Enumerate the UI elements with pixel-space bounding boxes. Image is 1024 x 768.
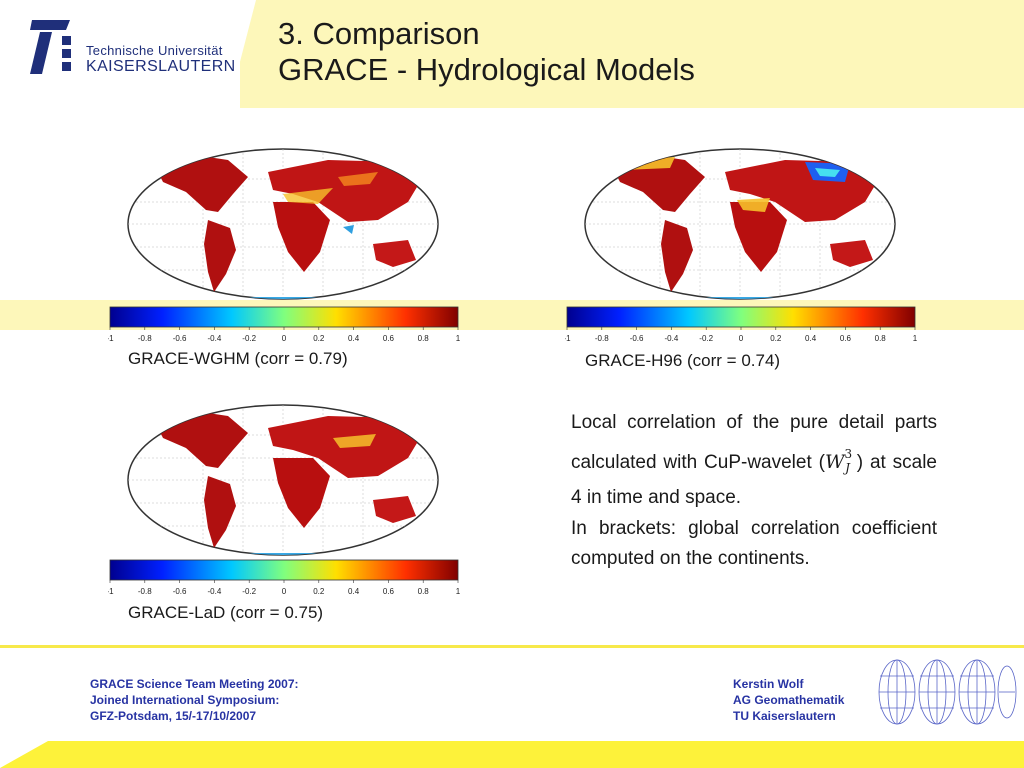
description-paragraph-2: In brackets: global correlation coeffici… (571, 517, 937, 570)
university-logo: Technische Universität KAISERSLAUTERN (0, 0, 240, 108)
colorbar-tick-label: -0.8 (138, 587, 152, 596)
colorbar-tick-label: 0.6 (383, 334, 395, 343)
colorbar-tick-label: 0.2 (770, 334, 782, 343)
colorbar-tick-label: -0.4 (208, 587, 222, 596)
colorbar-tick-label: 1 (456, 587, 461, 596)
header-band (228, 0, 1024, 108)
colorbar-tick-label: 0 (282, 334, 287, 343)
globe-grid-logo (878, 659, 1017, 725)
colorbar-wghm: -1 -0.8 -0.6 -0.4 -0.2 0 0.2 0.4 0.6 0.8 1 (108, 306, 461, 343)
colorbar-tick-label: 0.8 (875, 334, 887, 343)
colorbar-tick-labels: -1 -0.8 -0.6 -0.4 -0.2 0 0.2 0.4 0.6 0.8 1 (108, 580, 461, 596)
correlation-map-h96 (584, 148, 896, 300)
caption-wghm: GRACE-WGHM (corr = 0.79) (128, 349, 348, 368)
slide-title-line2: GRACE - Hydrological Models (278, 52, 695, 87)
wavelet-symbol: W3J (824, 446, 853, 475)
colorbar-h96: -1 -0.8 -0.6 -0.4 -0.2 0 0.2 0.4 0.6 0.8 1 (565, 306, 918, 343)
footer-divider (0, 645, 1024, 648)
colorbar-tick-label: 0.4 (805, 334, 817, 343)
slide-title: 3. Comparison GRACE - Hydrological Model… (278, 16, 695, 88)
slide-title-line1: 3. Comparison (278, 16, 480, 51)
map-panel-lad: -1 -0.8 -0.6 -0.4 -0.2 0 0.2 0.4 0.6 0.8 1 (108, 388, 461, 598)
logo-name-line2: KAISERSLAUTERN (86, 58, 236, 75)
colorbar-tick-label: -0.4 (208, 334, 222, 343)
colorbar-tick-label: 0.4 (348, 334, 360, 343)
footer-event-info: GRACE Science Team Meeting 2007: Joined … (90, 677, 299, 723)
colorbar-tick-label: 0.2 (313, 587, 325, 596)
colorbar-tick-label: -0.4 (665, 334, 679, 343)
colorbar-tick-labels: -1 -0.8 -0.6 -0.4 -0.2 0 0.2 0.4 0.6 0.8 1 (108, 327, 461, 343)
colorbar-tick-label: 0.4 (348, 587, 360, 596)
colorbar-tick-label: 0.2 (313, 334, 325, 343)
colorbar-tick-label: -1 (108, 334, 114, 343)
colorbar-tick-label: -0.6 (173, 587, 187, 596)
caption-lad: GRACE-LaD (corr = 0.75) (128, 603, 324, 622)
colorbar-lad: -1 -0.8 -0.6 -0.4 -0.2 0 0.2 0.4 0.6 0.8 1 (108, 559, 461, 596)
colorbar-tick-label: -1 (108, 587, 114, 596)
colorbar-tick-label: -0.2 (242, 334, 256, 343)
colorbar-tick-label: 1 (913, 334, 918, 343)
colorbar-tick-label: 0.6 (840, 334, 852, 343)
map-panel-h96: -1 -0.8 -0.6 -0.4 -0.2 0 0.2 0.4 0.6 0.8 1 (565, 132, 918, 343)
colorbar-tick-label: 0 (739, 334, 744, 343)
colorbar-tick-label: 0 (282, 587, 287, 596)
footer-author-info: Kerstin Wolf AG Geomathematik TU Kaisers… (733, 677, 845, 723)
map-panel-wghm: -1 -0.8 -0.6 -0.4 -0.2 0 0.2 0.4 0.6 0.8 1 (108, 132, 461, 343)
correlation-map-wghm (127, 148, 439, 300)
colorbar-tick-label: -0.6 (173, 334, 187, 343)
description-paragraph-1: Local correlation of the pure detail par… (571, 412, 937, 508)
colorbar-tick-label: 0.6 (383, 587, 395, 596)
colorbar-tick-label: -0.8 (595, 334, 609, 343)
colorbar-tick-label: -0.2 (699, 334, 713, 343)
colorbar-tick-label: 1 (456, 334, 461, 343)
logo-name-line1: Technische Universität (86, 43, 223, 58)
colorbar-tick-label: 0.8 (418, 587, 430, 596)
description-text: Local correlation of the pure detail par… (571, 408, 937, 575)
colorbar-tick-labels: -1 -0.8 -0.6 -0.4 -0.2 0 0.2 0.4 0.6 0.8 1 (565, 327, 918, 343)
colorbar-tick-label: 0.8 (418, 334, 430, 343)
colorbar-tick-label: -0.2 (242, 587, 256, 596)
colorbar-tick-label: -1 (565, 334, 571, 343)
colorbar-tick-label: -0.8 (138, 334, 152, 343)
footer-band (0, 741, 1024, 768)
tuk-logo-mark (30, 20, 71, 74)
correlation-map-lad (127, 404, 439, 556)
caption-h96: GRACE-H96 (corr = 0.74) (585, 351, 781, 370)
colorbar-tick-label: -0.6 (630, 334, 644, 343)
